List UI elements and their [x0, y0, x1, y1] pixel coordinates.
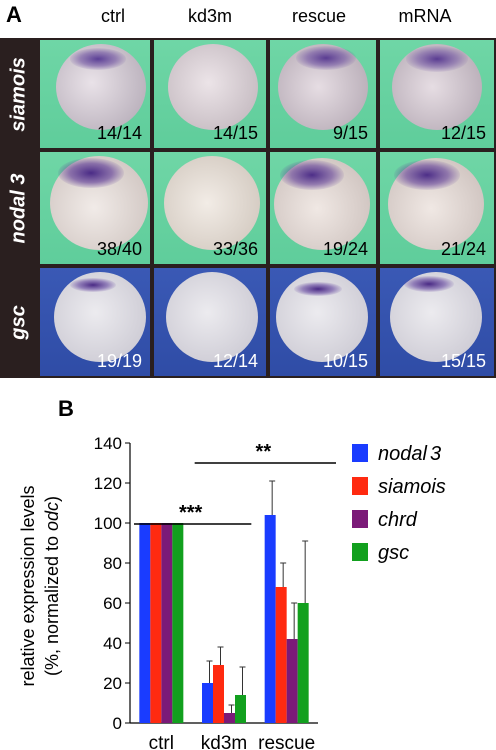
legend-label-gsc: gsc: [378, 542, 409, 564]
y-tick-label: 140: [94, 434, 122, 453]
embryo-image-nodal3-ctrl: 38/40: [40, 152, 150, 264]
x-tick-label-rescue: rescue: [258, 733, 315, 750]
embryo-image-siamois-kd3m: 14/15: [154, 40, 266, 148]
embryo-image-gsc-kd3m: 12/14: [154, 268, 266, 376]
legend-swatch-siamois: [352, 477, 368, 495]
bar-chrd-rescue: [286, 639, 298, 723]
bar-siamois-rescue: [275, 587, 287, 723]
embryo-image-gsc-mrna: 15/15: [380, 268, 494, 376]
legend-label-nodal3: nodal 3: [378, 443, 441, 465]
bar-gsc-ctrl: [172, 523, 184, 723]
bar-nodal3-kd3m: [202, 683, 213, 723]
row-label-gsc: gsc: [7, 304, 30, 340]
column-header-mrna: mRNA: [398, 6, 452, 26]
count-gsc-mrna: 15/15: [440, 351, 486, 371]
legend-label-chrd: chrd: [378, 509, 418, 531]
count-gsc-ctrl: 19/19: [96, 351, 142, 371]
y-tick-label: 40: [103, 634, 122, 653]
column-header-kd3m: kd3m: [187, 6, 232, 26]
x-tick-label-kd3m: kd3m: [201, 733, 247, 750]
embryo-image-siamois-mrna: 12/15: [380, 40, 494, 148]
count-siamois-rescue: 9/15: [332, 123, 368, 143]
y-axis-label-line2: (%, normalized to odc): [42, 496, 62, 676]
count-gsc-kd3m: 12/14: [212, 351, 258, 371]
y-tick-label: 0: [113, 714, 122, 733]
y-tick-label: 100: [94, 514, 122, 533]
count-nodal3-ctrl: 38/40: [96, 239, 142, 259]
y-tick-label: 60: [103, 594, 122, 613]
count-siamois-ctrl: 14/14: [96, 123, 142, 143]
bar-nodal3-ctrl: [139, 523, 151, 723]
legend-swatch-nodal3: [352, 444, 368, 462]
y-tick-label: 20: [103, 674, 122, 693]
y-tick-label: 120: [94, 474, 122, 493]
row-label-siamois: siamois: [7, 56, 30, 132]
bar-nodal3-rescue: [264, 515, 276, 723]
column-header-ctrl: ctrl: [101, 6, 125, 26]
embryo-image-nodal3-rescue: 19/24: [270, 152, 376, 264]
bar-gsc-rescue: [297, 603, 309, 723]
legend-swatch-gsc: [352, 543, 368, 561]
significance-brackets: *****: [134, 441, 336, 525]
embryo-image-nodal3-mrna: 21/24: [380, 152, 494, 264]
embryo-image-gsc-rescue: 10/15: [270, 268, 376, 376]
count-nodal3-mrna: 21/24: [440, 239, 486, 259]
panel-a-letter: A: [6, 2, 22, 27]
bar-gsc-kd3m: [235, 695, 246, 723]
x-tick-label-ctrl: ctrl: [149, 733, 174, 750]
y-axis-label-line1: relative expression levels: [18, 485, 38, 686]
y-tick-label: 80: [103, 554, 122, 573]
row-label-nodal3: nodal 3: [7, 172, 30, 244]
embryo-image-nodal3-kd3m: 33/36: [154, 152, 266, 264]
embryo-image-siamois-ctrl: 14/14: [40, 40, 150, 148]
count-nodal3-rescue: 19/24: [322, 239, 368, 259]
legend-swatch-chrd: [352, 510, 368, 528]
count-gsc-rescue: 10/15: [322, 351, 368, 371]
count-nodal3-kd3m: 33/36: [212, 239, 258, 259]
count-siamois-kd3m: 14/15: [212, 123, 258, 143]
legend-label-siamois: siamois: [378, 476, 446, 498]
embryo-image-gsc-ctrl: 19/19: [40, 268, 150, 376]
chart-error-bars: [206, 480, 309, 713]
bar-chrd-ctrl: [161, 523, 173, 723]
count-siamois-mrna: 12/15: [440, 123, 486, 143]
significance-label-1: ***: [179, 502, 203, 524]
bar-chrd-kd3m: [224, 713, 235, 723]
chart-legend: nodal 3 siamois chrd gsc: [352, 443, 446, 564]
embryo-image-grid: siamois nodal 3 gsc 14/14 14/15 9/15 12/…: [0, 38, 496, 378]
chart-bars: [139, 515, 309, 723]
bar-siamois-kd3m: [213, 665, 224, 723]
chart-axes: 0 20 40 60 80 100 120 140 ctrl kd3m rescue: [94, 434, 318, 750]
bar-siamois-ctrl: [150, 523, 162, 723]
column-header-rescue: rescue: [291, 6, 347, 26]
significance-label-2: **: [256, 441, 272, 463]
panel-b-letter: B: [58, 396, 74, 421]
embryo-image-siamois-rescue: 9/15: [270, 40, 376, 148]
